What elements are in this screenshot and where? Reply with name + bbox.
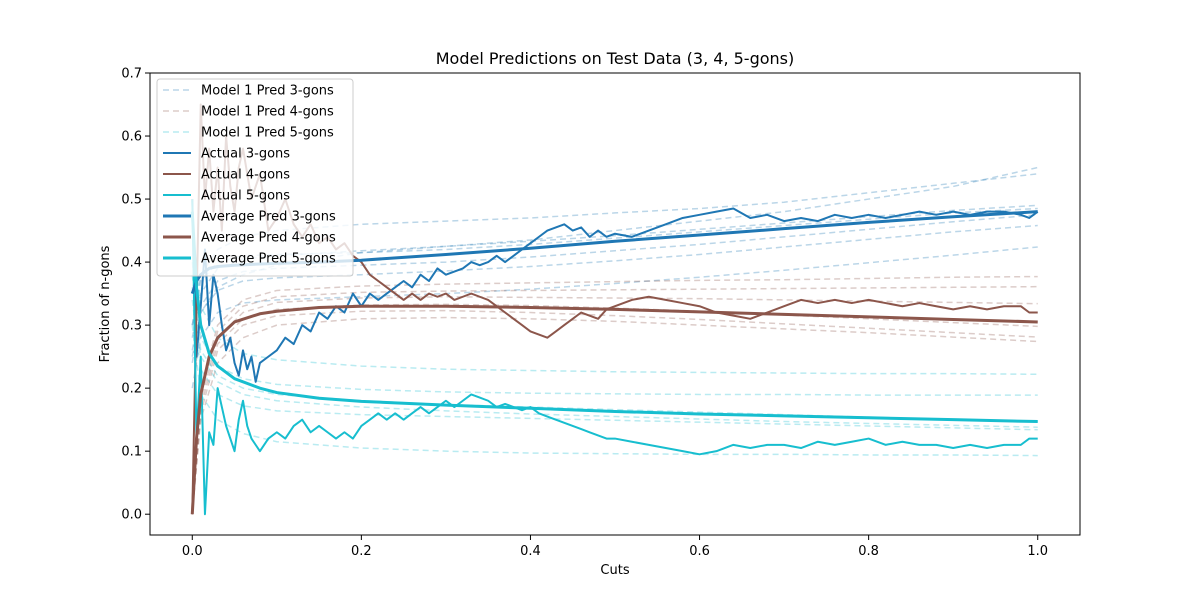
series-model-pred-4-4 bbox=[191, 303, 1038, 515]
series-model-pred-5-1 bbox=[191, 230, 1038, 376]
x-axis: 0.0 0.2 0.4 0.6 0.8 1.0 bbox=[182, 535, 1048, 559]
series-model-pred-5-5 bbox=[191, 299, 1038, 431]
series-model-pred-3-7 bbox=[191, 246, 1038, 389]
y-tick-label: 0.5 bbox=[121, 193, 142, 208]
series-model-pred-4-1 bbox=[191, 275, 1038, 515]
legend-label: Actual 5-gons bbox=[201, 189, 290, 204]
legend-label: Actual 4-gons bbox=[201, 168, 290, 183]
y-tick-label: 0.7 bbox=[121, 67, 142, 82]
y-tick-label: 0.6 bbox=[121, 130, 142, 145]
series-average-pred-5-gons bbox=[190, 211, 1038, 424]
y-tick-label: 0.1 bbox=[121, 445, 142, 460]
series-actual-3-gons bbox=[191, 199, 1039, 383]
x-tick-label: 0.0 bbox=[182, 544, 203, 559]
x-tick-label: 0.6 bbox=[689, 544, 710, 559]
series-model-pred-5-6 bbox=[191, 325, 1038, 457]
legend: Model 1 Pred 3-gons Model 1 Pred 4-gons Mo… bbox=[156, 78, 354, 277]
legend-box bbox=[156, 78, 354, 277]
series-model-pred-3-6 bbox=[191, 224, 1038, 364]
x-tick-label: 0.4 bbox=[520, 544, 541, 559]
legend-label: Model 1 Pred 3-gons bbox=[201, 84, 334, 99]
x-tick-label: 1.0 bbox=[1027, 544, 1048, 559]
y-axis-label: Fraction of n-gons bbox=[98, 245, 113, 362]
x-axis-label: Cuts bbox=[600, 563, 629, 578]
series-actual-5-gons bbox=[191, 199, 1038, 516]
y-tick-label: 0.0 bbox=[121, 508, 142, 523]
series-model-pred-3-2 bbox=[191, 173, 1038, 326]
series-model-pred-4-6 bbox=[191, 316, 1038, 515]
legend-label: Actual 3-gons bbox=[201, 147, 290, 162]
series-model-pred-4-5 bbox=[191, 309, 1038, 515]
legend-label: Average Pred 5-gons bbox=[201, 252, 336, 267]
y-tick-label: 0.3 bbox=[121, 319, 142, 334]
y-tick-label: 0.2 bbox=[121, 382, 142, 397]
series-average-pred-4-gons bbox=[190, 304, 1038, 515]
chart-title: Model Predictions on Test Data (3, 4, 5-… bbox=[436, 49, 795, 68]
y-tick-label: 0.4 bbox=[121, 256, 142, 271]
legend-label: Model 1 Pred 5-gons bbox=[201, 126, 334, 141]
legend-label: Average Pred 3-gons bbox=[201, 210, 336, 225]
series-model-pred-3-5 bbox=[191, 214, 1038, 351]
x-tick-label: 0.8 bbox=[858, 544, 879, 559]
y-axis: 0.0 0.1 0.2 0.3 0.4 0.5 0.6 0.7 bbox=[121, 67, 150, 523]
series-model-pred-5-4 bbox=[191, 287, 1038, 428]
legend-label: Average Pred 4-gons bbox=[201, 231, 336, 246]
legend-label: Model 1 Pred 4-gons bbox=[201, 105, 334, 120]
series-model-pred-3-1 bbox=[191, 166, 1038, 357]
plot-frame bbox=[149, 72, 1081, 536]
x-tick-label: 0.2 bbox=[351, 544, 372, 559]
